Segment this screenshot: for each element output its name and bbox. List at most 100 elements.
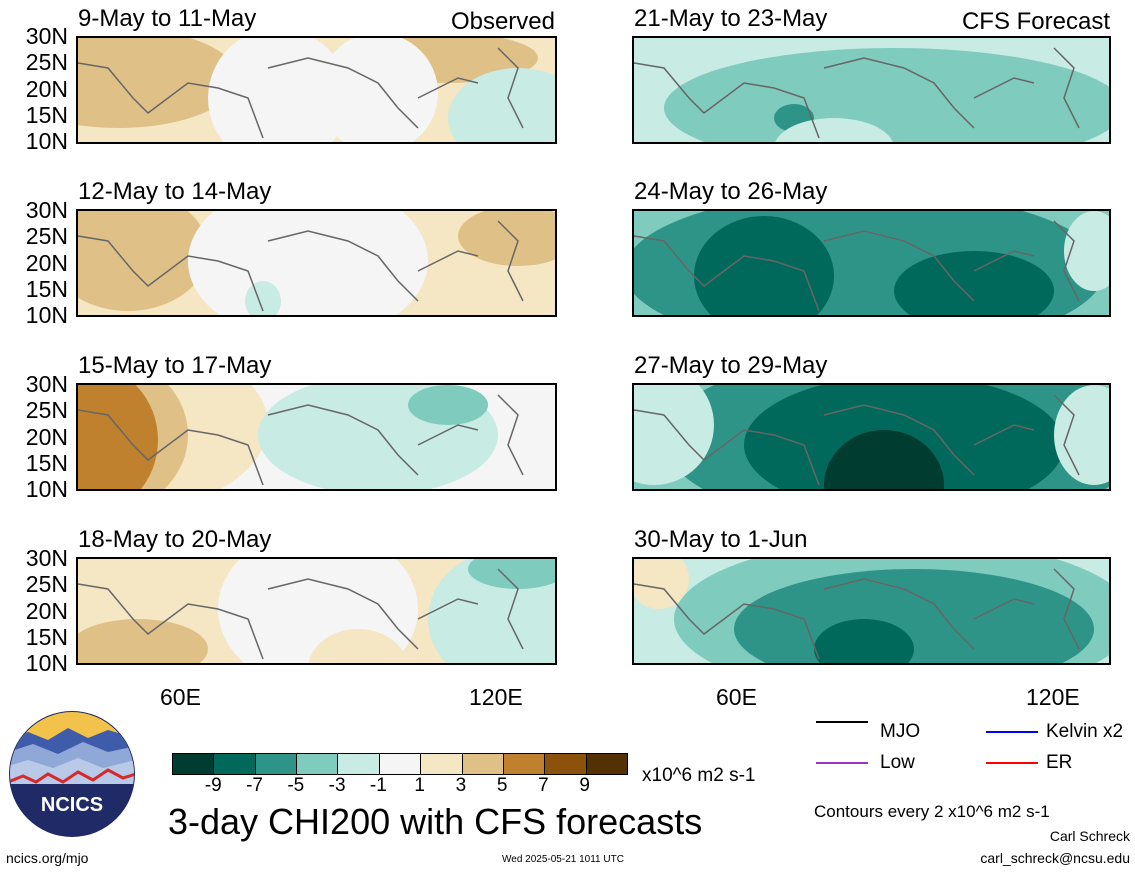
map-svg — [78, 211, 555, 315]
colorbar-swatch — [338, 754, 380, 774]
ncics-logo: NCICS — [8, 710, 136, 843]
lat-tick-label: 20N — [25, 75, 68, 102]
field-shading — [894, 251, 1054, 315]
lat-tick-label: 20N — [25, 597, 68, 624]
colorbar-tick-label: -7 — [246, 775, 263, 796]
lat-tick-label: 10N — [25, 128, 68, 155]
coastline — [78, 47, 524, 139]
colorbar-tick-label: 9 — [579, 775, 590, 796]
coastline — [634, 568, 1080, 660]
field-shading — [458, 211, 555, 266]
colorbar-tick-label: 3 — [455, 775, 467, 796]
colorbar-swatch — [255, 754, 298, 774]
map-svg — [78, 38, 555, 142]
colorbar-tick-label: -3 — [328, 775, 346, 796]
observed-label: Observed — [450, 8, 555, 35]
map-panel-forecast-3 — [632, 383, 1111, 491]
map-svg — [634, 38, 1109, 142]
colorbar-swatch — [545, 754, 587, 774]
lat-tick-label: 25N — [25, 397, 68, 424]
lat-tick-label: 10N — [25, 302, 68, 329]
map-svg — [78, 559, 555, 663]
colorbar-swatch — [379, 754, 422, 774]
colorbar-tick-label: 5 — [496, 775, 508, 796]
legend-label-kelvin: Kelvin x2 — [1046, 721, 1124, 742]
colorbar-tick-label: -5 — [287, 775, 305, 796]
colorbar-swatch — [297, 754, 339, 774]
field-shading — [78, 211, 208, 311]
map-panel-observed-4 — [76, 557, 557, 665]
lat-tick-label: 10N — [25, 650, 68, 677]
coastline — [634, 220, 1080, 312]
map-panel-observed-3 — [76, 383, 557, 491]
legend-label-mjo: MJO — [880, 721, 921, 742]
lon-label-120e: 120E — [1026, 684, 1080, 710]
panel-title: 24-May to 26-May — [634, 178, 828, 205]
field-shading — [78, 38, 238, 128]
colorbar-swatch — [462, 754, 504, 774]
legend-line-er — [986, 762, 1038, 764]
colorbar-units: x10^6 m2 s-1 — [642, 765, 756, 786]
lat-tick-label: 30N — [25, 197, 68, 223]
field-shading — [318, 38, 438, 142]
field-shading — [1054, 385, 1109, 485]
contours-note: Contours every 2 x10^6 m2 s-1 — [814, 802, 1050, 821]
website-link[interactable]: ncics.org/mjo — [6, 850, 89, 866]
panel-title: 27-May to 29-May — [634, 352, 828, 379]
colorbar-tick-label: -9 — [204, 775, 222, 796]
lat-tick-label: 15N — [25, 449, 68, 476]
coastline — [78, 568, 524, 660]
lon-label-60e: 60E — [160, 684, 201, 710]
colorbar-swatch — [173, 754, 215, 774]
field-shading — [78, 619, 208, 663]
lat-tick-label: 10N — [25, 476, 68, 503]
map-svg — [634, 559, 1109, 663]
coastline — [634, 394, 1080, 486]
lat-tick-label: 30N — [25, 23, 68, 49]
timestamp: Wed 2025-05-21 1011 UTC — [502, 854, 624, 865]
lat-tick-label: 15N — [25, 275, 68, 302]
map-svg — [634, 385, 1109, 489]
main-title: 3-day CHI200 with CFS forecasts — [168, 801, 703, 842]
field-shading — [1064, 211, 1109, 291]
colorbar-swatch — [421, 754, 463, 774]
lat-tick-label: 15N — [25, 101, 68, 128]
legend-line-low — [816, 762, 868, 764]
field-shading — [208, 38, 348, 142]
lat-tick-label: 30N — [25, 545, 68, 571]
colorbar-labels: -9 -7 -5 -3 -1 1 3 5 7 9 — [172, 774, 626, 796]
field-shading — [775, 118, 893, 142]
svg-text:NCICS: NCICS — [41, 794, 103, 816]
lon-label-120e: 120E — [469, 684, 523, 710]
coastline — [634, 47, 1080, 139]
lat-tick-label: 25N — [25, 223, 68, 250]
field-shading — [468, 559, 555, 589]
colorbar-swatch — [586, 754, 627, 774]
author: Carl Schreck — [1049, 828, 1130, 844]
coastline — [78, 220, 524, 312]
colorbar — [172, 753, 628, 775]
panel-title: 30-May to 1-Jun — [634, 526, 808, 553]
colorbar-swatch — [503, 754, 546, 774]
map-panel-forecast-2 — [632, 209, 1111, 317]
lat-tick-label: 25N — [25, 49, 68, 76]
lat-tick-label: 30N — [25, 371, 68, 397]
field-shading — [634, 559, 689, 609]
field-shading — [448, 68, 555, 142]
lon-label-60e: 60E — [716, 684, 757, 710]
panel-title: 21-May to 23-May — [634, 5, 828, 32]
panel-title: 9-May to 11-May — [78, 5, 257, 32]
legend-label-er: ER — [1046, 752, 1073, 773]
forecast-label: CFS Forecast — [961, 8, 1110, 35]
field-shading — [188, 211, 428, 315]
email: carl_schreck@ncsu.edu — [980, 850, 1130, 866]
map-svg — [634, 211, 1109, 315]
panel-title: 18-May to 20-May — [78, 526, 272, 553]
colorbar-swatch — [214, 754, 256, 774]
field-shading — [245, 281, 281, 315]
field-shading — [508, 405, 555, 485]
lat-tick-label: 20N — [25, 423, 68, 450]
field-shading — [634, 385, 714, 485]
field-shading — [694, 216, 834, 315]
map-panel-observed-1 — [76, 36, 557, 144]
